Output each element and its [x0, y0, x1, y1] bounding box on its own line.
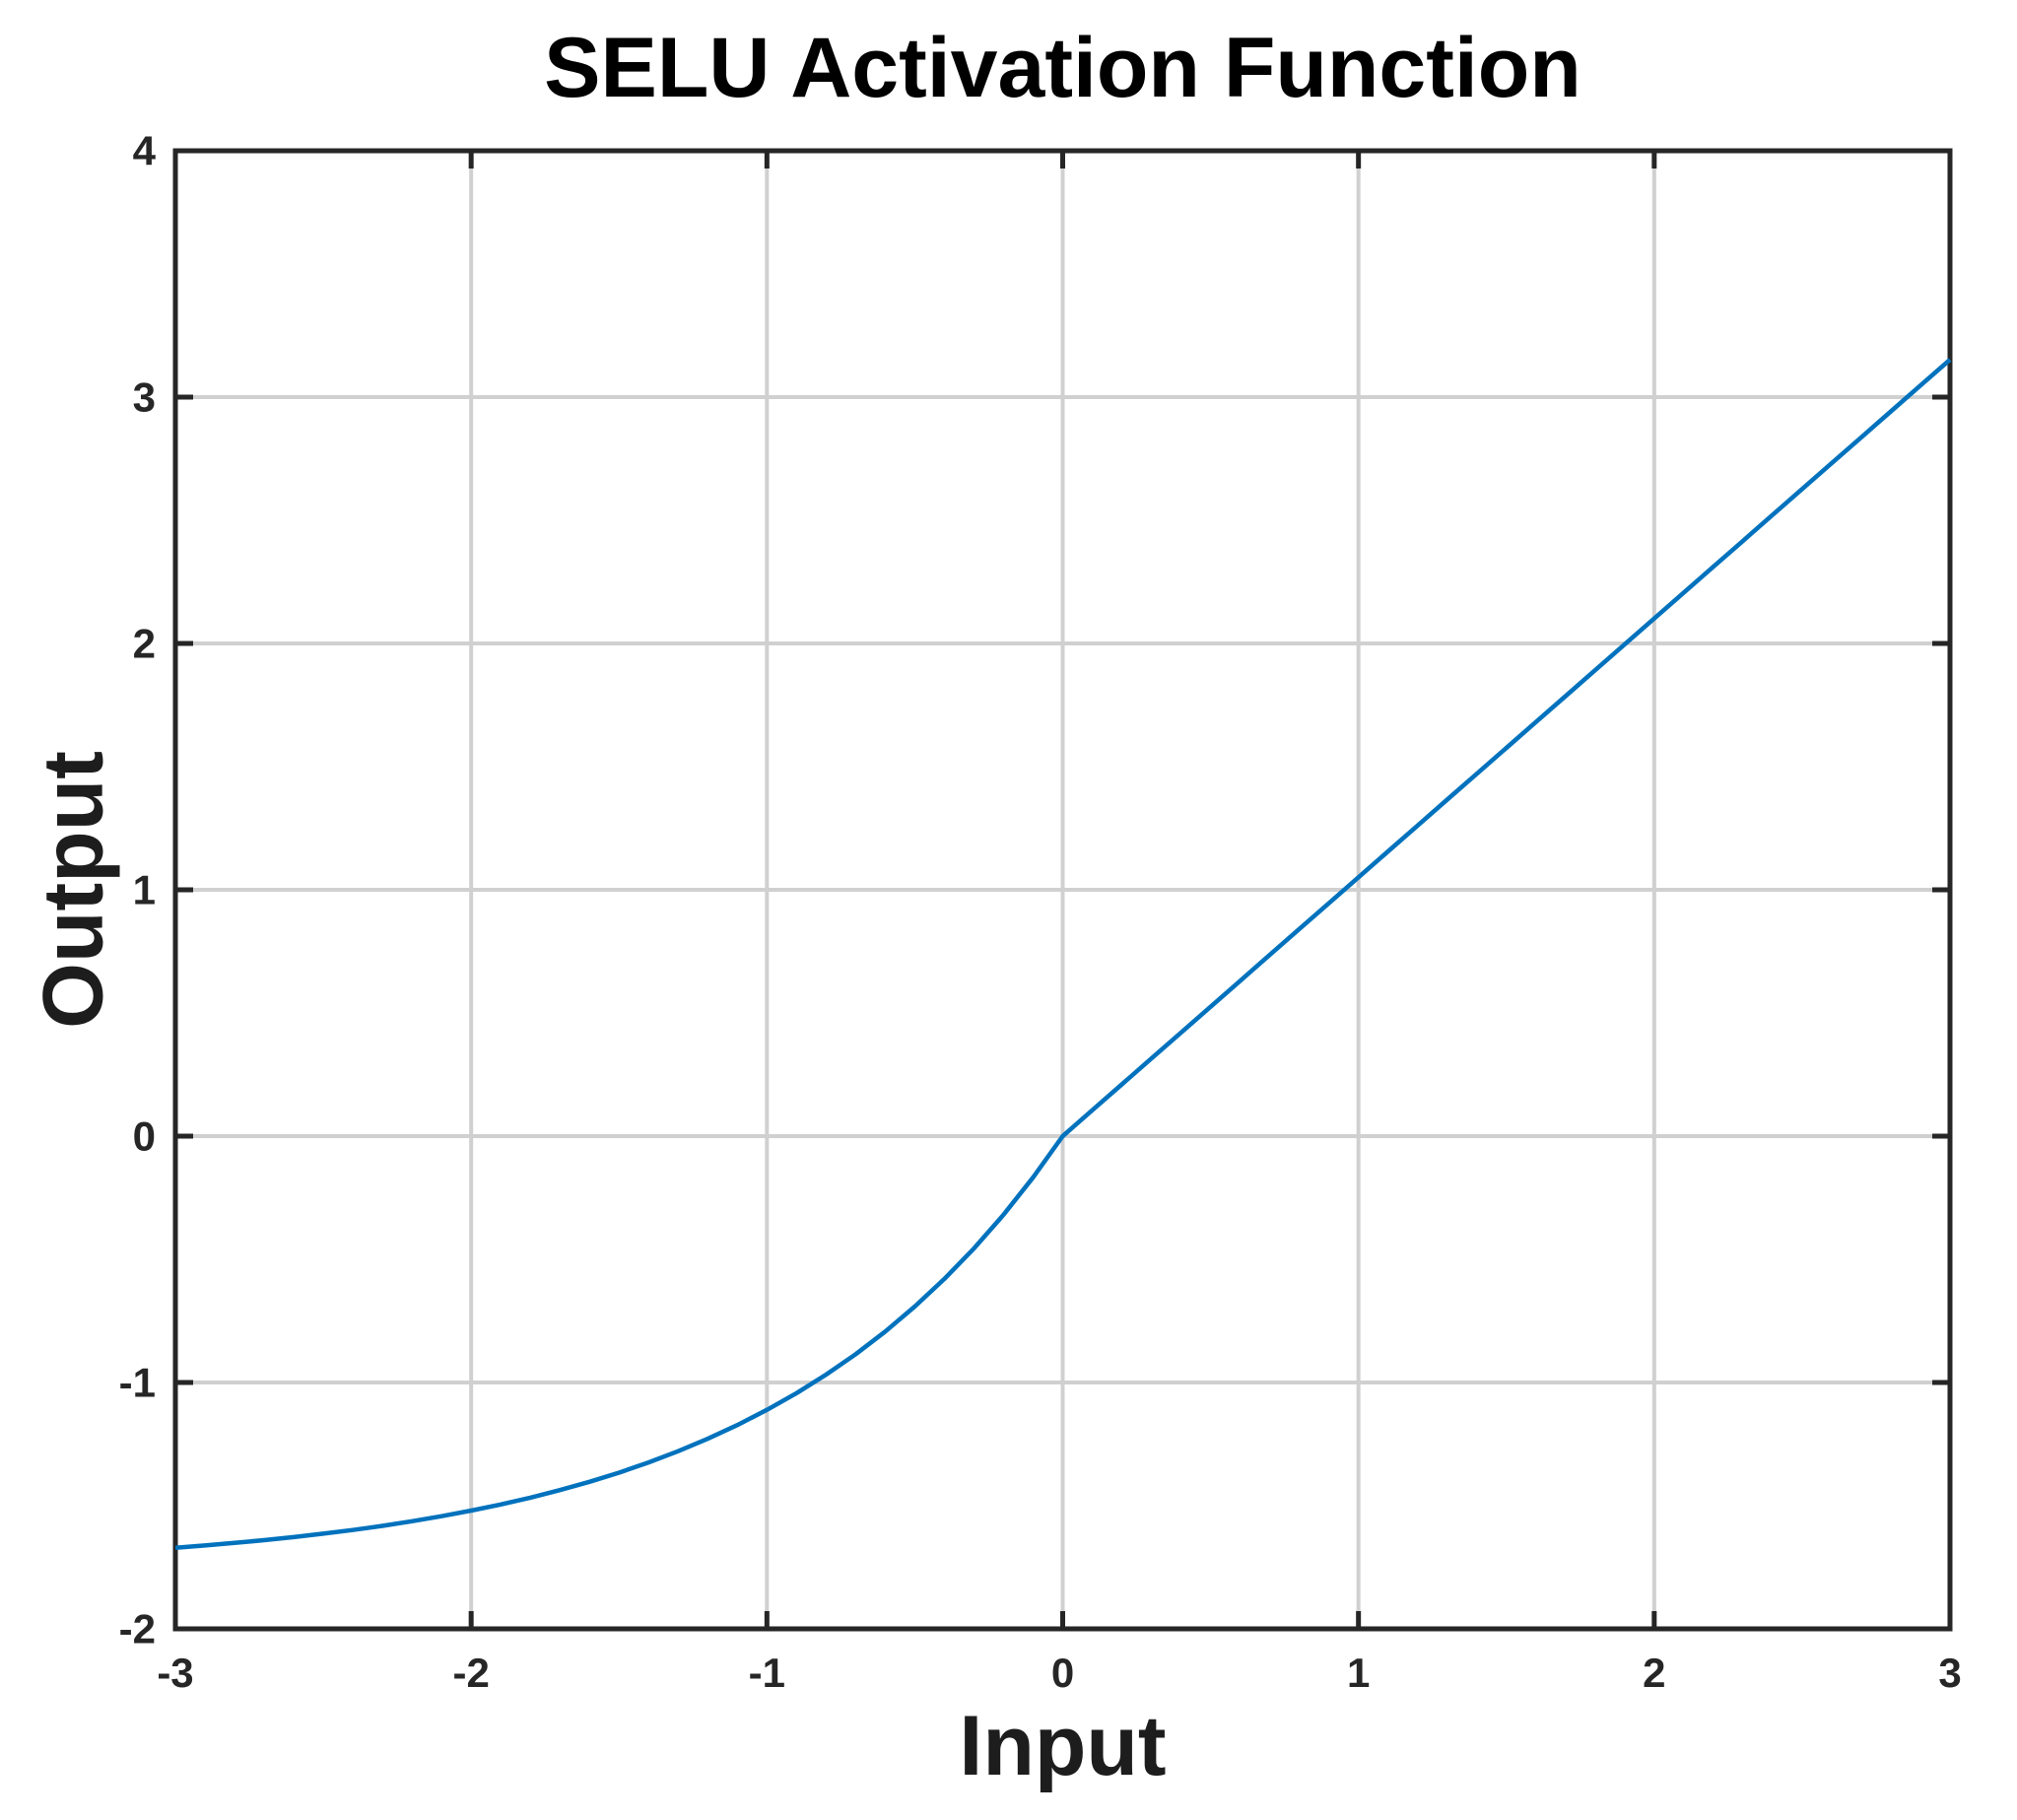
x-tick-label: 2: [1643, 1650, 1665, 1696]
x-tick-label: 0: [1051, 1650, 1074, 1696]
x-tick-label: -3: [157, 1650, 193, 1696]
x-tick-label: -1: [749, 1650, 785, 1696]
y-tick-label: -1: [119, 1360, 156, 1406]
selu-curve: [174, 358, 1952, 1550]
x-tick-label: 1: [1347, 1650, 1370, 1696]
y-tick-label: 1: [133, 867, 156, 913]
y-tick-label: 4: [133, 128, 157, 174]
x-tick-label: -2: [452, 1650, 489, 1696]
y-tick-label: 2: [133, 621, 156, 667]
y-tick-label: -2: [119, 1606, 156, 1652]
x-axis-label: Input: [959, 1699, 1167, 1793]
y-axis-label: Output: [26, 751, 121, 1029]
chart-title: SELU Activation Function: [544, 21, 1581, 115]
y-tick-label: 3: [133, 374, 156, 421]
y-tick-label: 0: [133, 1113, 156, 1160]
x-tick-label: 3: [1938, 1650, 1961, 1696]
